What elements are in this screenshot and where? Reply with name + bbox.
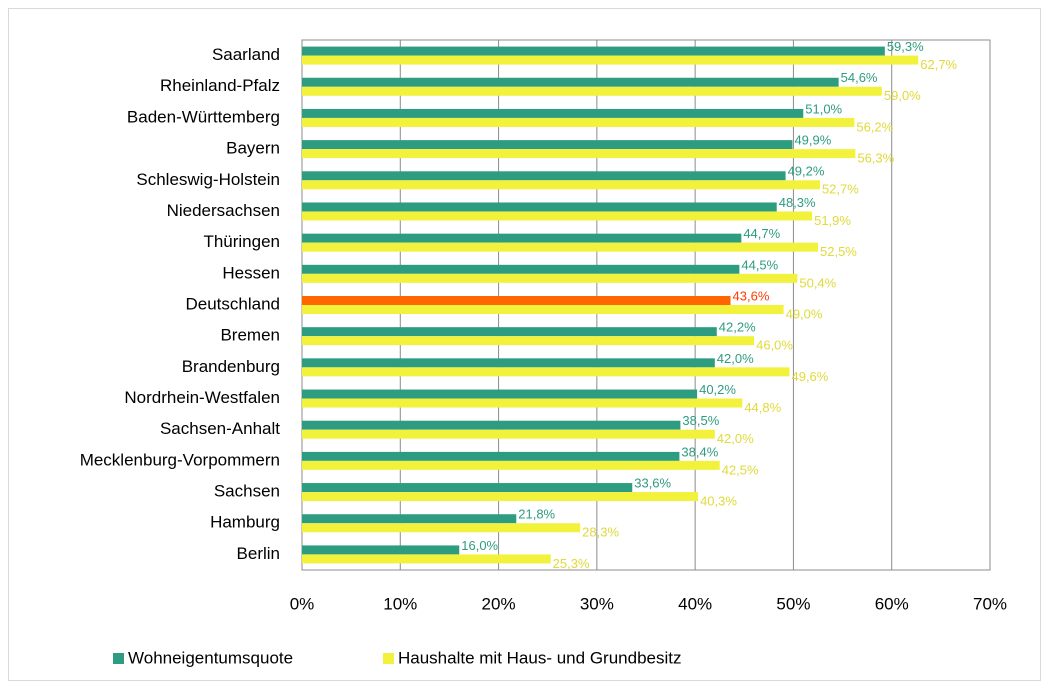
x-tick-label: 60% (875, 594, 909, 613)
data-label: 21,8% (518, 507, 555, 522)
data-label: 49,2% (788, 164, 825, 179)
y-tick-label: Hamburg (210, 513, 280, 532)
data-label: 51,0% (805, 101, 842, 116)
bar (302, 171, 786, 181)
bar (302, 86, 882, 96)
data-label: 50,4% (799, 275, 836, 290)
y-tick-label: Bremen (220, 326, 280, 345)
bar (302, 389, 698, 399)
data-label: 52,5% (820, 244, 857, 259)
bar (302, 545, 460, 555)
bar (302, 420, 681, 430)
data-label: 59,3% (887, 39, 924, 54)
bar (302, 296, 731, 305)
data-label: 44,8% (744, 400, 781, 415)
y-tick-label: Rheinland-Pfalz (160, 76, 280, 95)
data-label: 43,6% (733, 288, 770, 303)
bar (302, 273, 798, 283)
y-tick-label: Nordrhein-Westfalen (124, 388, 280, 407)
legend-label: Wohneigentumsquote (128, 648, 293, 667)
legend-label: Haushalte mit Haus- und Grundbesitz (398, 648, 681, 667)
data-label: 54,6% (841, 70, 878, 85)
y-tick-label: Saarland (212, 45, 280, 64)
x-tick-label: 40% (678, 594, 712, 613)
data-label: 51,9% (814, 213, 851, 228)
bar (302, 149, 856, 159)
bar (302, 180, 820, 190)
x-tick-label: 0% (290, 594, 315, 613)
data-label: 16,0% (461, 538, 498, 553)
bar (302, 140, 793, 150)
data-label: 44,5% (741, 257, 778, 272)
bar (302, 398, 743, 408)
bar (302, 483, 633, 493)
data-label: 56,3% (857, 151, 894, 166)
y-tick-label: Hessen (222, 263, 280, 282)
x-tick-label: 30% (580, 594, 614, 613)
y-tick-label: Brandenburg (182, 357, 280, 376)
bar (302, 264, 740, 274)
data-label: 59,0% (884, 88, 921, 103)
bar (302, 554, 551, 564)
data-label: 49,0% (786, 306, 823, 321)
y-tick-label: Baden-Württemberg (127, 107, 280, 126)
data-label: 62,7% (920, 57, 957, 72)
y-tick-label: Bayern (226, 139, 280, 158)
legend-swatch (113, 653, 124, 664)
bar (302, 305, 784, 314)
y-tick-label: Berlin (237, 544, 280, 563)
data-label: 42,0% (717, 351, 754, 366)
bar (302, 242, 818, 252)
legend-swatch (383, 653, 394, 664)
y-tick-label: Schleswig-Holstein (136, 170, 280, 189)
y-tick-label: Sachsen-Anhalt (160, 419, 280, 438)
data-label: 49,9% (794, 133, 831, 148)
bar (302, 336, 755, 346)
data-label: 42,5% (722, 462, 759, 477)
bar (302, 523, 581, 533)
bar (302, 429, 715, 439)
y-tick-label: Sachsen (214, 482, 280, 501)
bar (302, 55, 919, 65)
data-label: 46,0% (756, 338, 793, 353)
data-label: 40,3% (700, 493, 737, 508)
y-tick-label: Thüringen (203, 232, 280, 251)
data-label: 48,3% (779, 195, 816, 210)
data-label: 42,2% (719, 320, 756, 335)
bar (302, 46, 885, 56)
data-label: 42,0% (717, 431, 754, 446)
bar (302, 108, 804, 118)
data-label: 56,2% (856, 119, 893, 134)
y-tick-label: Mecklenburg-Vorpommern (80, 450, 280, 469)
bar (302, 77, 839, 87)
data-label: 52,7% (822, 182, 859, 197)
bar (302, 451, 680, 461)
bar (302, 211, 813, 221)
data-label: 33,6% (634, 475, 671, 490)
x-tick-label: 70% (973, 594, 1007, 613)
data-label: 44,7% (743, 226, 780, 241)
bar (302, 492, 699, 502)
bar (302, 202, 777, 212)
data-label: 49,6% (791, 369, 828, 384)
y-tick-label: Deutschland (185, 294, 280, 313)
x-tick-label: 10% (383, 594, 417, 613)
y-tick-label: Niedersachsen (167, 201, 280, 220)
bar (302, 514, 517, 524)
data-label: 28,3% (582, 525, 619, 540)
bar (302, 367, 790, 377)
data-label: 38,5% (682, 413, 719, 428)
x-tick-label: 50% (776, 594, 810, 613)
data-label: 25,3% (553, 556, 590, 571)
bar (302, 460, 720, 470)
bar (302, 358, 715, 368)
bar (302, 233, 742, 243)
data-label: 40,2% (699, 382, 736, 397)
bar (302, 327, 717, 337)
x-tick-label: 20% (482, 594, 516, 613)
bar (302, 117, 855, 127)
data-label: 38,4% (681, 444, 718, 459)
